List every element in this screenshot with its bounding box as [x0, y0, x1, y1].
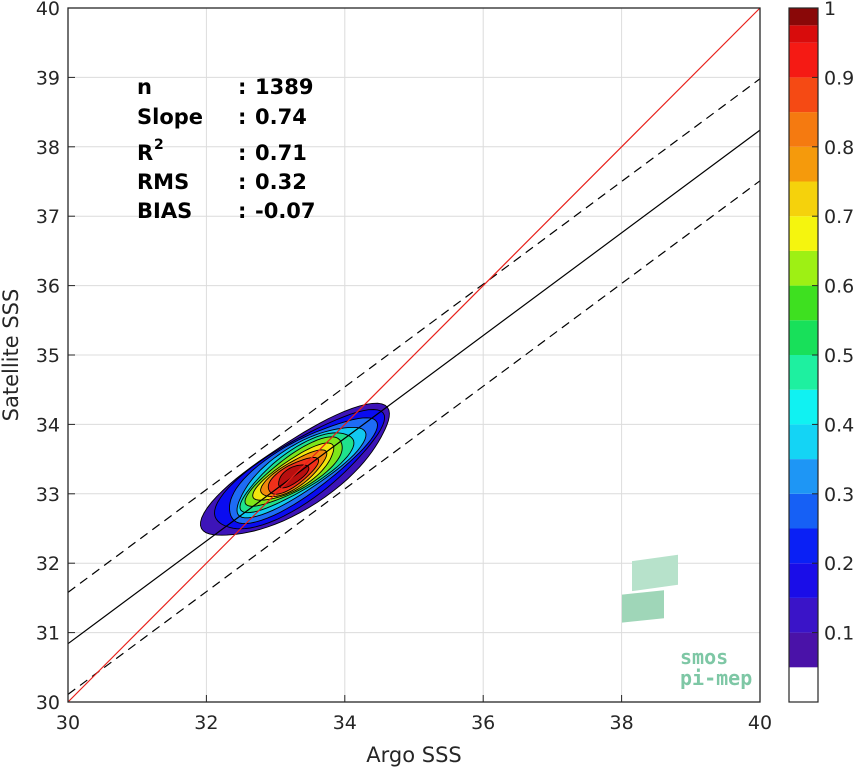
colorbar-tick-label: 0.4: [824, 414, 854, 436]
statistics-box: n: 1389 Slope: 0.74 R 2: 0.71 RMS: 0.32 BIAS:…: [137, 75, 316, 223]
colorbar-band: [789, 250, 818, 286]
x-tick-label: 32: [194, 712, 218, 734]
x-axis: 30 32 34 36 38 40: [56, 695, 772, 734]
stat-label: Slope: [137, 105, 203, 129]
colorbar-band: [789, 77, 818, 113]
y-axis-label: Satellite SSS: [0, 289, 23, 422]
colorbar-band: [789, 285, 818, 321]
colorbar: 0.1 0.2 0.3 0.4 0.5 0.6 0.7 0.8 0.9 1: [788, 0, 854, 703]
smos-pi-mep-logo: smos pi-mep: [622, 554, 752, 690]
x-tick-label: 38: [610, 712, 634, 734]
y-tick-label: 33: [36, 484, 60, 506]
colorbar-tick-label: 0.9: [824, 67, 854, 89]
colorbar-tick-label: 1: [824, 0, 836, 20]
y-axis: 30 31 32 33 34 35 36 37 38 39 40: [36, 0, 75, 714]
logo-line1: smos: [680, 645, 728, 669]
y-tick-label: 40: [36, 0, 60, 20]
stat-separator: :: [238, 105, 246, 129]
stat-value: -0.07: [255, 199, 316, 223]
stat-value: 0.74: [255, 105, 307, 129]
colorbar-band: [789, 146, 818, 182]
y-tick-label: 30: [36, 692, 60, 714]
y-tick-label: 35: [36, 345, 60, 367]
stat-label: BIAS: [137, 199, 192, 223]
stat-label: n: [137, 75, 152, 99]
colorbar-band: [789, 112, 818, 147]
stat-separator: :: [238, 170, 246, 194]
density-contours: [200, 402, 390, 536]
stat-separator: :: [238, 75, 246, 99]
colorbar-band: [789, 42, 818, 78]
identity-line: [67, 7, 761, 703]
colorbar-tick-label: 0.8: [824, 137, 854, 159]
x-tick-label: 40: [748, 712, 772, 734]
colorbar-band: [789, 181, 818, 217]
colorbar-band: [789, 528, 818, 564]
y-tick-label: 38: [36, 137, 60, 159]
colorbar-band: [789, 632, 818, 668]
colorbar-band: [789, 667, 818, 702]
stat-value: 0.32: [255, 170, 307, 194]
colorbar-band: [789, 493, 818, 529]
colorbar-band: [789, 216, 818, 251]
colorbar-tick-label: 0.7: [824, 206, 854, 228]
fit-upper-bound-line: [67, 78, 761, 593]
x-axis-label: Argo SSS: [366, 743, 461, 767]
colorbar-band: [789, 424, 818, 460]
y-tick-label: 39: [36, 67, 60, 89]
stat-value: 1389: [255, 75, 313, 99]
stat-label: RMS: [137, 170, 189, 194]
colorbar-band: [789, 563, 818, 598]
stat-label: R: [137, 141, 153, 165]
x-tick-label: 36: [471, 712, 495, 734]
colorbar-band: [789, 8, 818, 26]
colorbar-tick-label: 0.1: [824, 623, 854, 645]
x-tick-label: 30: [56, 712, 80, 734]
colorbar-band: [789, 597, 818, 633]
stat-label-superscript: 2: [154, 137, 164, 153]
colorbar-tick-label: 0.3: [824, 484, 854, 506]
colorbar-band: [789, 459, 818, 494]
stat-separator: :: [238, 199, 246, 223]
y-tick-label: 34: [36, 414, 60, 436]
colorbar-tick-label: 0.2: [824, 553, 854, 575]
colorbar-band: [789, 25, 818, 43]
y-tick-label: 37: [36, 206, 60, 228]
y-tick-label: 31: [36, 623, 60, 645]
colorbar-band: [789, 355, 818, 390]
fit-lower-bound-line: [67, 180, 761, 695]
logo-line2: pi-mep: [680, 666, 752, 690]
y-tick-label: 32: [36, 553, 60, 575]
colorbar-tick-label: 0.5: [824, 345, 854, 367]
stat-separator: :: [238, 141, 246, 165]
stat-value: 0.71: [255, 141, 307, 165]
regression-fit-line: [67, 129, 761, 645]
colorbar-band: [789, 320, 818, 355]
logo-wave-mark-1: [632, 554, 678, 592]
colorbar-tick-label: 0.6: [824, 276, 854, 298]
x-tick-label: 34: [333, 712, 357, 734]
reference-lines: [67, 7, 761, 703]
colorbar-band: [789, 389, 818, 425]
y-tick-label: 36: [36, 276, 60, 298]
logo-wave-mark-2: [622, 590, 664, 623]
